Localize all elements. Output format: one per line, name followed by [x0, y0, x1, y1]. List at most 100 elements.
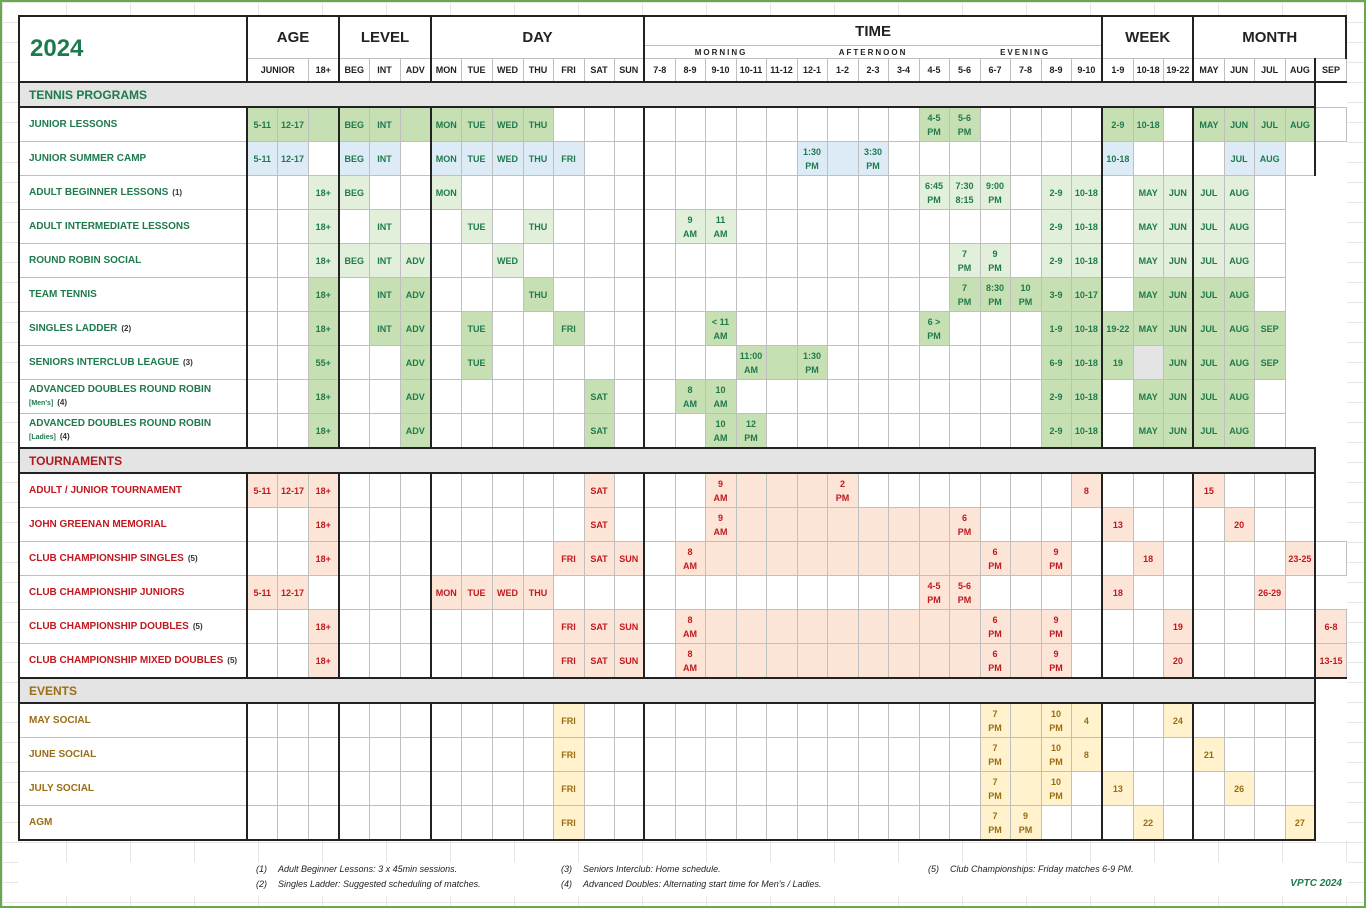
cell-month-jul: [1253, 209, 1286, 244]
cell-day-tue: [460, 541, 493, 576]
schedule-row: JULY SOCIAL FRI 7 PM 10 PM 13 26: [18, 771, 1346, 806]
cell-time-4-5: [918, 737, 950, 772]
cell-time-8-9-pm: 2-9: [1040, 175, 1072, 210]
cell-time-2-3: [857, 541, 889, 576]
cell-time-5-6: [948, 609, 981, 644]
cell-time-4-5: [918, 771, 950, 806]
cell-time-7-8: [643, 575, 676, 610]
cell-time-5-6: 6 PM: [948, 507, 981, 542]
cell-level-adv: [399, 609, 432, 644]
cell-day-mon: [430, 541, 462, 576]
month-header: MONTH: [1192, 15, 1348, 59]
col-header-time-4-5: 4-5: [918, 58, 950, 83]
cell-time-9-10: [704, 541, 737, 576]
row-label-text: CLUB CHAMPIONSHIP DOUBLES: [29, 621, 189, 632]
cell-age-junior: [246, 643, 278, 679]
schedule-row: ADVANCED DOUBLES ROUND ROBIN [Men's] (4) 18…: [18, 379, 1346, 414]
col-header-month-may: MAY: [1192, 58, 1225, 83]
col-header-day-tue: TUE: [460, 58, 493, 83]
cell-day-fri: [552, 243, 585, 278]
col-header-week-19-22: 19-22: [1162, 58, 1194, 83]
cell-month-jun: 26: [1223, 771, 1255, 806]
row-footnote-ref: (1): [172, 188, 183, 197]
cell-week-19-22: [1162, 106, 1194, 142]
cell-time-7-8: [643, 472, 676, 508]
cell-week-19-22: JUN: [1162, 311, 1194, 346]
cell-day-mon: [430, 643, 462, 679]
cell-time-7-8: [643, 175, 676, 210]
cell-time-7-8: [643, 209, 676, 244]
cell-time-8-9-pm: [1040, 141, 1072, 176]
cell-month-may: [1192, 141, 1225, 176]
cell-month-jun: JUN: [1223, 106, 1255, 142]
row-label: ADVANCED DOUBLES ROUND ROBIN [Men's] (4): [18, 379, 248, 414]
cell-week-19-22: 20: [1162, 643, 1194, 679]
cell-day-wed: [491, 771, 524, 806]
cell-month-jun: [1223, 643, 1255, 679]
cell-time-9-10: 10 AM: [704, 379, 737, 414]
cell-day-fri: FRI: [552, 771, 585, 806]
cell-time-8-9: [674, 575, 706, 610]
cell-time-11-12: [765, 643, 798, 679]
cell-age-junior: [246, 771, 278, 806]
cell-time-1-2: [826, 311, 859, 346]
cell-time-7-8-pm: [1009, 609, 1042, 644]
cell-month-jul: [1253, 413, 1286, 449]
cell-time-12-1: [796, 175, 828, 210]
cell-day-sat: SAT: [583, 507, 615, 542]
cell-time-7-8-pm: [1009, 379, 1042, 414]
col-header-time-8-9-pm: 8-9: [1040, 58, 1072, 83]
schedule-row: ADULT BEGINNER LESSONS (1) 18+ BEG MON 6:45 PM…: [18, 175, 1346, 210]
cell-time-8-9-pm: 10 PM: [1040, 771, 1072, 806]
cell-time-1-2: [826, 243, 859, 278]
cell-time-12-1: [796, 311, 828, 346]
cell-time-1-2: [826, 575, 859, 610]
cell-time-9-10: 9 AM: [704, 507, 737, 542]
cell-day-thu: [522, 609, 554, 644]
cell-time-9-10-pm: [1070, 507, 1103, 542]
cell-time-9-10-pm: 10-18: [1070, 413, 1103, 449]
cell-day-sat: [583, 702, 615, 738]
cell-day-sat: SAT: [583, 541, 615, 576]
cell-day-thu: [522, 643, 554, 679]
cell-time-3-4: [887, 311, 920, 346]
cell-time-8-9-pm: 2-9: [1040, 413, 1072, 449]
cell-time-8-9: [674, 472, 706, 508]
cell-time-11-12: [765, 702, 798, 738]
cell-month-jun: [1223, 541, 1255, 576]
cell-age-18plus: [307, 737, 340, 772]
cell-level-int: INT: [368, 277, 401, 312]
cell-day-wed: [491, 209, 524, 244]
cell-time-1-2: [826, 643, 859, 679]
cell-day-mon: [430, 737, 462, 772]
cell-day-mon: MON: [430, 141, 462, 176]
cell-time-2-3: [857, 575, 889, 610]
cell-level-adv: [399, 541, 432, 576]
cell-time-2-3: [857, 413, 889, 449]
cell-month-may: JUL: [1192, 243, 1225, 278]
cell-time-12-1: [796, 507, 828, 542]
cell-time-4-5: [918, 379, 950, 414]
cell-week-1-9: 10-18: [1101, 141, 1134, 176]
cell-week-10-18: [1132, 609, 1164, 644]
cell-age-junior-2: [276, 541, 309, 576]
row-label-text: CLUB CHAMPIONSHIP MIXED DOUBLES: [29, 655, 224, 666]
cell-time-2-3: [857, 209, 889, 244]
cell-time-1-2: [826, 277, 859, 312]
cell-time-10-11: [735, 175, 767, 210]
cell-time-3-4: [887, 277, 920, 312]
schedule-row: ADULT INTERMEDIATE LESSONS 18+ INT TUE THU 9 A…: [18, 209, 1346, 244]
col-header-day-mon: MON: [430, 58, 462, 83]
cell-day-wed: [491, 737, 524, 772]
row-label-text: ADVANCED DOUBLES ROUND ROBIN: [29, 384, 212, 395]
cell-time-9-10: [704, 771, 737, 806]
cell-level-beg: [338, 209, 370, 244]
footnote-2: (2) Singles Ladder: Suggested scheduling …: [256, 879, 481, 889]
cell-week-1-9: [1101, 277, 1134, 312]
cell-day-wed: [491, 702, 524, 738]
cell-day-wed: [491, 379, 524, 414]
cell-time-5-6: [948, 311, 981, 346]
cell-time-8-9-pm: [1040, 575, 1072, 610]
cell-time-5-6: [948, 141, 981, 176]
cell-time-8-9: 8 AM: [674, 379, 706, 414]
